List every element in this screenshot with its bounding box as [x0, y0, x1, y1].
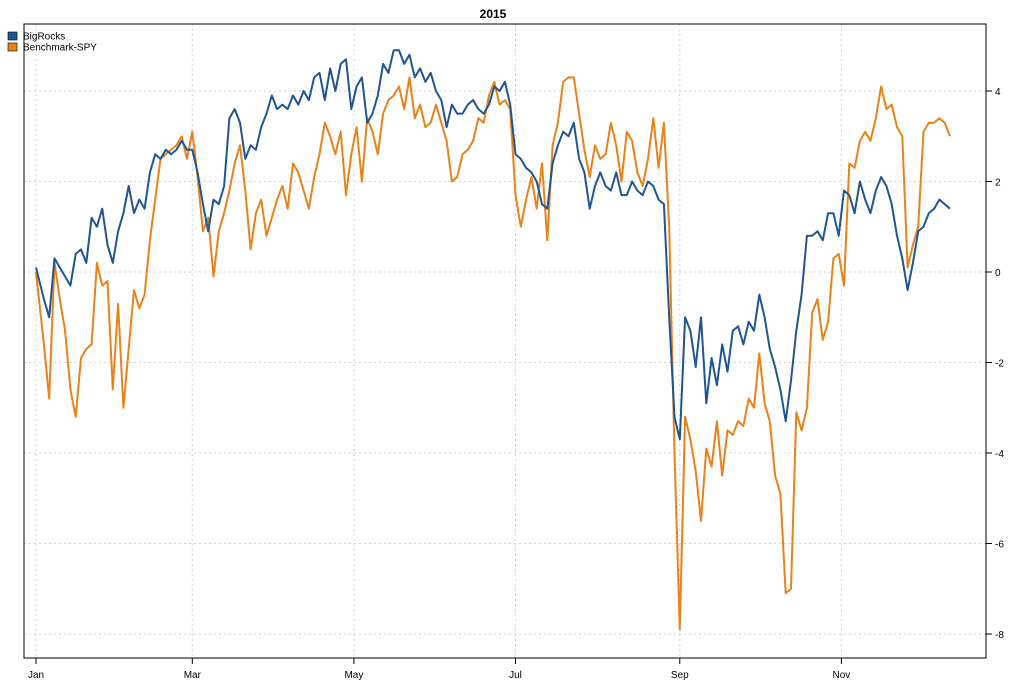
- legend-swatch: [7, 42, 18, 52]
- series-line-bigrocks: [35, 49, 951, 441]
- chart-title: 2015: [480, 7, 507, 21]
- gridlines: [24, 24, 986, 658]
- legend-swatch: [7, 31, 18, 41]
- series-lines: [35, 49, 951, 631]
- y-tick-label: -2: [995, 359, 1004, 370]
- x-tick-label: Mar: [184, 670, 202, 681]
- x-tick-label: Jul: [509, 670, 522, 681]
- legend-label: Benchmark-SPY: [23, 43, 97, 54]
- legend-label: BigRocks: [23, 32, 65, 43]
- y-tick-label: 0: [995, 268, 1001, 279]
- y-tick-label: -4: [995, 449, 1004, 460]
- series-line-benchmark-spy: [35, 76, 951, 631]
- y-tick-label: -6: [995, 540, 1004, 551]
- x-tick-label: Jan: [28, 670, 44, 681]
- y-tick-label: 2: [995, 178, 1001, 189]
- x-tick-label: Sep: [671, 670, 689, 681]
- plot-frame: [23, 23, 987, 659]
- x-tick-label: May: [344, 670, 363, 681]
- x-tick-label: Nov: [832, 670, 850, 681]
- y-tick-label: -8: [995, 630, 1004, 641]
- y-tick-label: 4: [995, 87, 1001, 98]
- axes: 4 2 0 -2 -4 -6 -8 Jan Mar May Jul Sep Nov: [28, 87, 1004, 681]
